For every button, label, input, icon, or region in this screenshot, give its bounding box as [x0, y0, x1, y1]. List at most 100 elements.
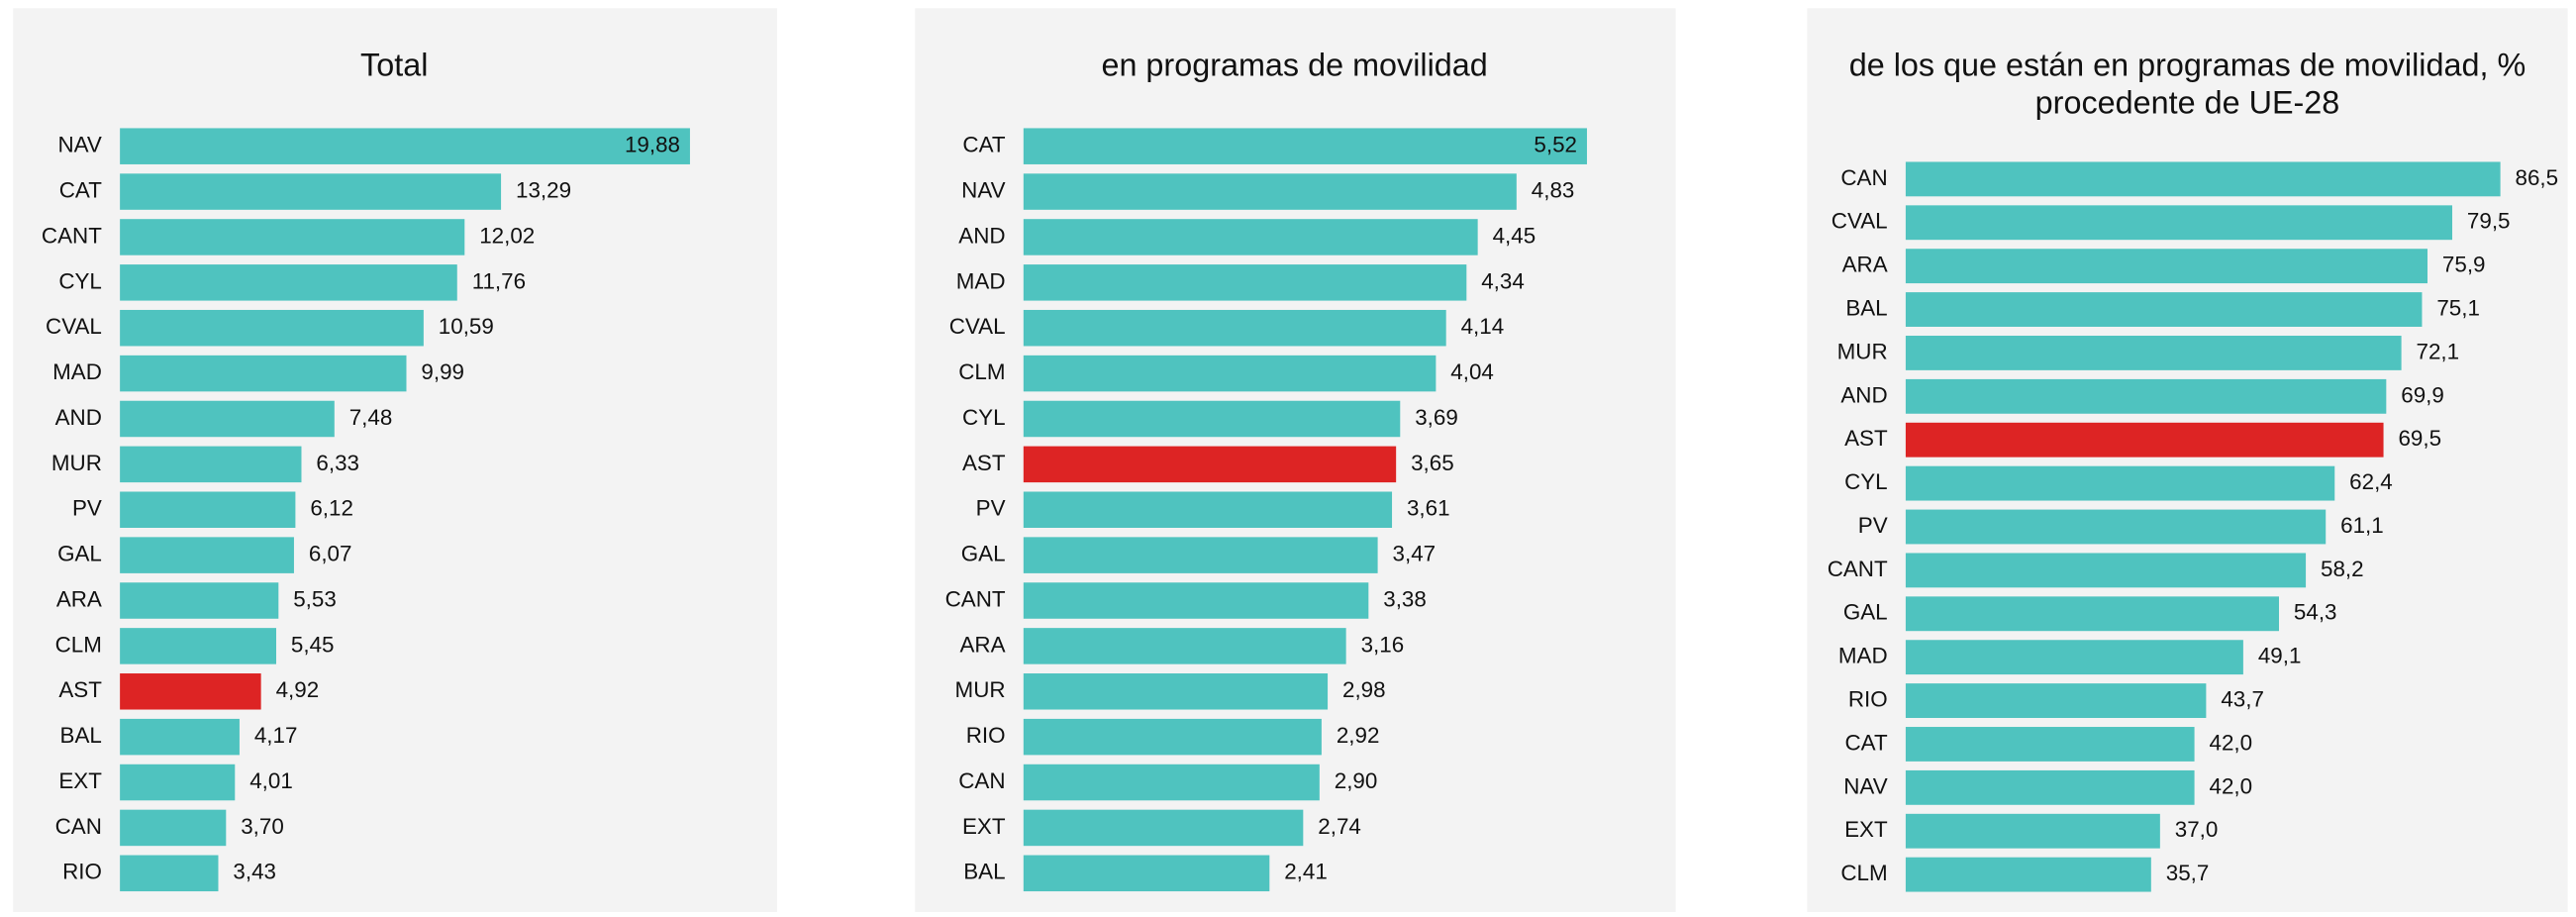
- value-label: 4,17: [254, 723, 298, 748]
- bar: [1023, 400, 1401, 438]
- category-label: BAL: [963, 860, 1005, 884]
- bar: [120, 264, 457, 301]
- category-label: PV: [72, 496, 102, 521]
- value-label: 6,07: [309, 542, 352, 566]
- category-label: EXT: [962, 814, 1006, 839]
- bar: [1905, 249, 2427, 284]
- value-label: 4,04: [1450, 359, 1494, 384]
- category-label: CYL: [962, 405, 1006, 430]
- category-label: MAD: [1838, 644, 1888, 668]
- bar: [1905, 769, 2195, 805]
- category-label: CANT: [945, 586, 1006, 611]
- value-label: 72,1: [2417, 339, 2460, 363]
- bar: [1023, 491, 1393, 528]
- bar: [1905, 336, 2402, 370]
- bar: [1023, 673, 1329, 710]
- value-label: 49,1: [2258, 644, 2302, 668]
- bar: [1905, 683, 2207, 718]
- value-label: 3,61: [1407, 496, 1450, 521]
- bar: [1023, 128, 1587, 164]
- bar: [1023, 309, 1446, 347]
- value-label: 42,0: [2210, 730, 2253, 755]
- category-label: AST: [962, 451, 1006, 475]
- value-label: 12,02: [479, 223, 535, 248]
- category-label: EXT: [58, 768, 102, 793]
- bar: [120, 764, 236, 801]
- chart-title: en programas de movilidad: [1101, 48, 1488, 84]
- value-label: 2,98: [1342, 677, 1386, 702]
- value-label: 9,99: [421, 359, 464, 384]
- value-label: 11,76: [472, 268, 526, 293]
- category-label: GAL: [961, 542, 1006, 566]
- value-label: 5,45: [291, 632, 335, 657]
- value-label: 4,34: [1481, 268, 1525, 293]
- bar: [1023, 582, 1369, 619]
- category-label: CANT: [42, 223, 102, 248]
- value-label: 58,2: [2321, 557, 2364, 581]
- bar: [120, 809, 227, 847]
- bar: [1905, 553, 2307, 588]
- category-label: CAN: [55, 814, 102, 839]
- bar: [120, 173, 502, 210]
- bar: [1905, 509, 2327, 545]
- bar: [1023, 219, 1478, 255]
- category-label: PV: [976, 496, 1006, 521]
- chart-title: de los que están en programas de movilid…: [1848, 48, 2526, 122]
- bar: [1023, 446, 1397, 483]
- bar: [1023, 537, 1378, 573]
- value-label: 6,33: [316, 451, 359, 475]
- bar: [1905, 857, 2151, 892]
- value-label: 69,9: [2401, 382, 2444, 407]
- category-label: CVAL: [46, 314, 102, 339]
- value-label: 2,90: [1335, 768, 1378, 793]
- category-label: MUR: [1837, 339, 1888, 363]
- value-label: 5,53: [293, 586, 337, 611]
- bar: [120, 446, 302, 483]
- category-label: MAD: [52, 359, 102, 384]
- category-label: ARA: [1842, 253, 1888, 277]
- bar: [1905, 205, 2452, 241]
- category-label: RIO: [62, 860, 102, 884]
- category-label: AND: [958, 223, 1005, 248]
- value-label: 19,88: [625, 133, 680, 157]
- bar: [1023, 764, 1320, 801]
- value-label: 10,59: [439, 314, 494, 339]
- bar: [1023, 355, 1437, 392]
- bar: [120, 537, 294, 573]
- bar: [1905, 596, 2279, 632]
- category-label: CAN: [958, 768, 1005, 793]
- value-label: 4,45: [1493, 223, 1536, 248]
- value-label: 35,7: [2166, 861, 2210, 885]
- value-label: 61,1: [2340, 513, 2384, 538]
- category-label: EXT: [1844, 817, 1888, 842]
- category-label: AST: [58, 677, 102, 702]
- value-label: 7,48: [349, 405, 393, 430]
- value-label: 3,70: [241, 814, 284, 839]
- value-label: 13,29: [516, 177, 571, 202]
- bar: [120, 582, 279, 619]
- value-label: 5,52: [1534, 133, 1577, 157]
- category-label: CAT: [1845, 730, 1888, 755]
- category-label: GAL: [57, 542, 102, 566]
- bar: [1905, 422, 2384, 458]
- value-label: 4,83: [1532, 177, 1575, 202]
- bar: [120, 673, 261, 710]
- category-label: RIO: [966, 723, 1006, 748]
- category-label: CYL: [1844, 469, 1888, 494]
- value-label: 75,9: [2442, 253, 2486, 277]
- bar: [120, 355, 407, 392]
- bar: [120, 628, 276, 664]
- category-label: CYL: [58, 268, 102, 293]
- category-label: MUR: [955, 677, 1006, 702]
- category-label: CAN: [1840, 165, 1887, 190]
- bar: [120, 128, 690, 164]
- category-label: AND: [55, 405, 102, 430]
- value-label: 75,1: [2436, 295, 2480, 320]
- value-label: 2,41: [1284, 860, 1328, 884]
- value-label: 3,43: [233, 860, 276, 884]
- bar: [1023, 264, 1467, 301]
- value-label: 79,5: [2467, 209, 2511, 234]
- value-label: 4,14: [1461, 314, 1505, 339]
- category-label: NAV: [1843, 773, 1887, 798]
